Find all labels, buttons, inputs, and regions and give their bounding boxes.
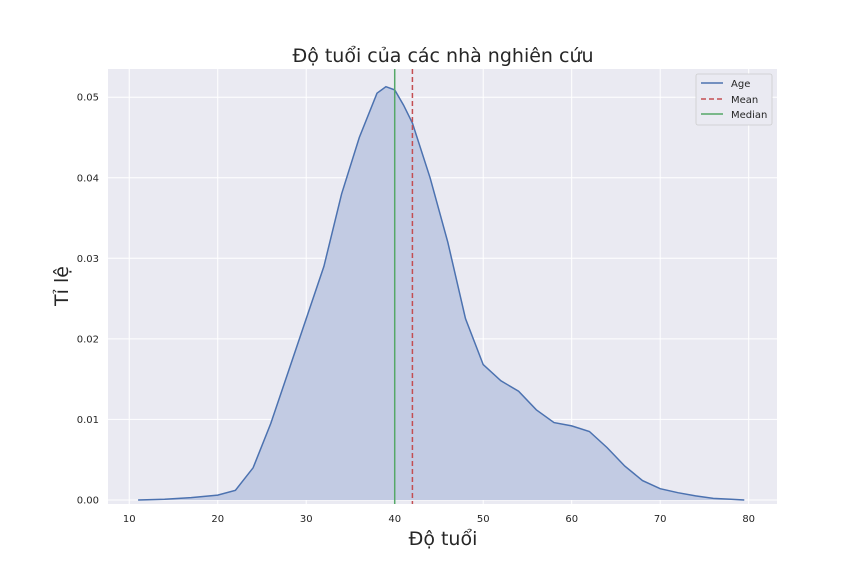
y-axis-label: Tỉ lệ	[51, 266, 73, 307]
x-tick-label-70: 70	[654, 514, 667, 525]
x-tick-labels: 10 20 30 40 50 60 70 80	[123, 514, 755, 525]
x-tick-label-20: 20	[211, 514, 224, 525]
x-tick-label-60: 60	[565, 514, 578, 525]
y-tick-label-5: 0.05	[77, 93, 99, 104]
legend: Age Mean Median	[695, 73, 773, 126]
x-axis-label: Độ tuổi	[409, 528, 478, 550]
legend-frame	[695, 73, 773, 126]
x-tick-label-50: 50	[477, 514, 490, 525]
legend-label-median: Median	[731, 110, 767, 121]
y-tick-label-2: 0.02	[77, 334, 99, 345]
y-tick-labels: 0.00 0.01 0.02 0.03 0.04 0.05	[77, 93, 99, 507]
y-tick-label-3: 0.03	[77, 254, 99, 265]
chart-title: Độ tuổi của các nhà nghiên cứu	[292, 45, 593, 67]
y-tick-label-4: 0.04	[77, 173, 99, 184]
x-tick-label-30: 30	[300, 514, 313, 525]
legend-label-mean: Mean	[731, 95, 758, 106]
x-tick-label-10: 10	[123, 514, 136, 525]
legend-label-age: Age	[731, 79, 750, 90]
x-tick-label-80: 80	[742, 514, 755, 525]
kde-line-age	[138, 85, 745, 501]
kde-fill-area	[138, 86, 745, 500]
x-tick-label-40: 40	[388, 514, 401, 525]
y-tick-label-1: 0.01	[77, 415, 99, 426]
y-tick-label-0: 0.00	[77, 495, 99, 506]
